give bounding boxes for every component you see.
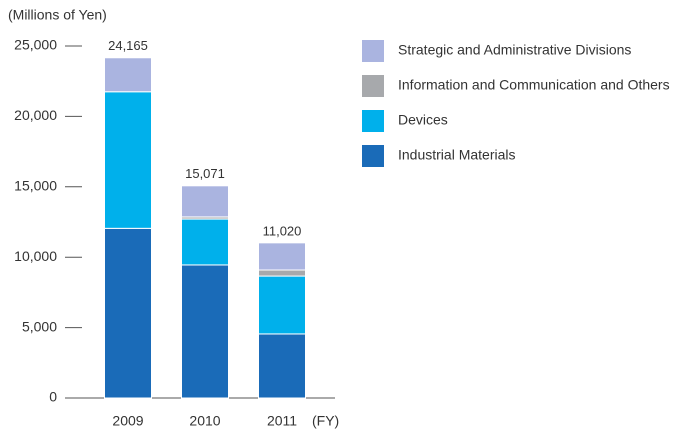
bar-segment <box>104 57 152 93</box>
bar-segment <box>181 264 229 399</box>
x-unit: (FY) <box>312 413 339 429</box>
legend-label: Information and Communication and Others <box>398 77 670 93</box>
bar-segment <box>258 333 306 399</box>
total-label: 24,165 <box>108 38 148 53</box>
legend-swatch <box>362 110 384 132</box>
legend-swatch <box>362 40 384 62</box>
x-tick-label: 2009 <box>112 413 143 429</box>
y-tick-label: 20,000 <box>14 107 57 123</box>
bar-segment <box>104 227 152 399</box>
total-label: 11,020 <box>263 223 302 238</box>
x-tick-label: 2010 <box>189 413 220 429</box>
bar-segment <box>181 185 229 218</box>
legend-swatch <box>362 145 384 167</box>
y-tick-label: 0 <box>49 389 57 405</box>
legend-label: Industrial Materials <box>398 147 516 163</box>
total-label: 15,071 <box>185 166 225 181</box>
bar-segment <box>258 269 306 277</box>
legend-label: Devices <box>398 112 448 128</box>
legend-swatch <box>362 75 384 97</box>
bar-segment <box>104 91 152 229</box>
bar-segment <box>258 275 306 335</box>
y-axis-label: (Millions of Yen) <box>8 7 107 23</box>
y-tick-label: 25,000 <box>14 37 57 53</box>
legend-label: Strategic and Administrative Divisions <box>398 42 631 58</box>
y-tick-label: 15,000 <box>14 178 57 194</box>
x-tick-label: 2011 <box>267 413 297 429</box>
y-tick-label: 10,000 <box>14 248 57 264</box>
bar-segment <box>258 242 306 271</box>
bar-segment <box>181 218 229 266</box>
y-tick-label: 5,000 <box>22 318 57 334</box>
